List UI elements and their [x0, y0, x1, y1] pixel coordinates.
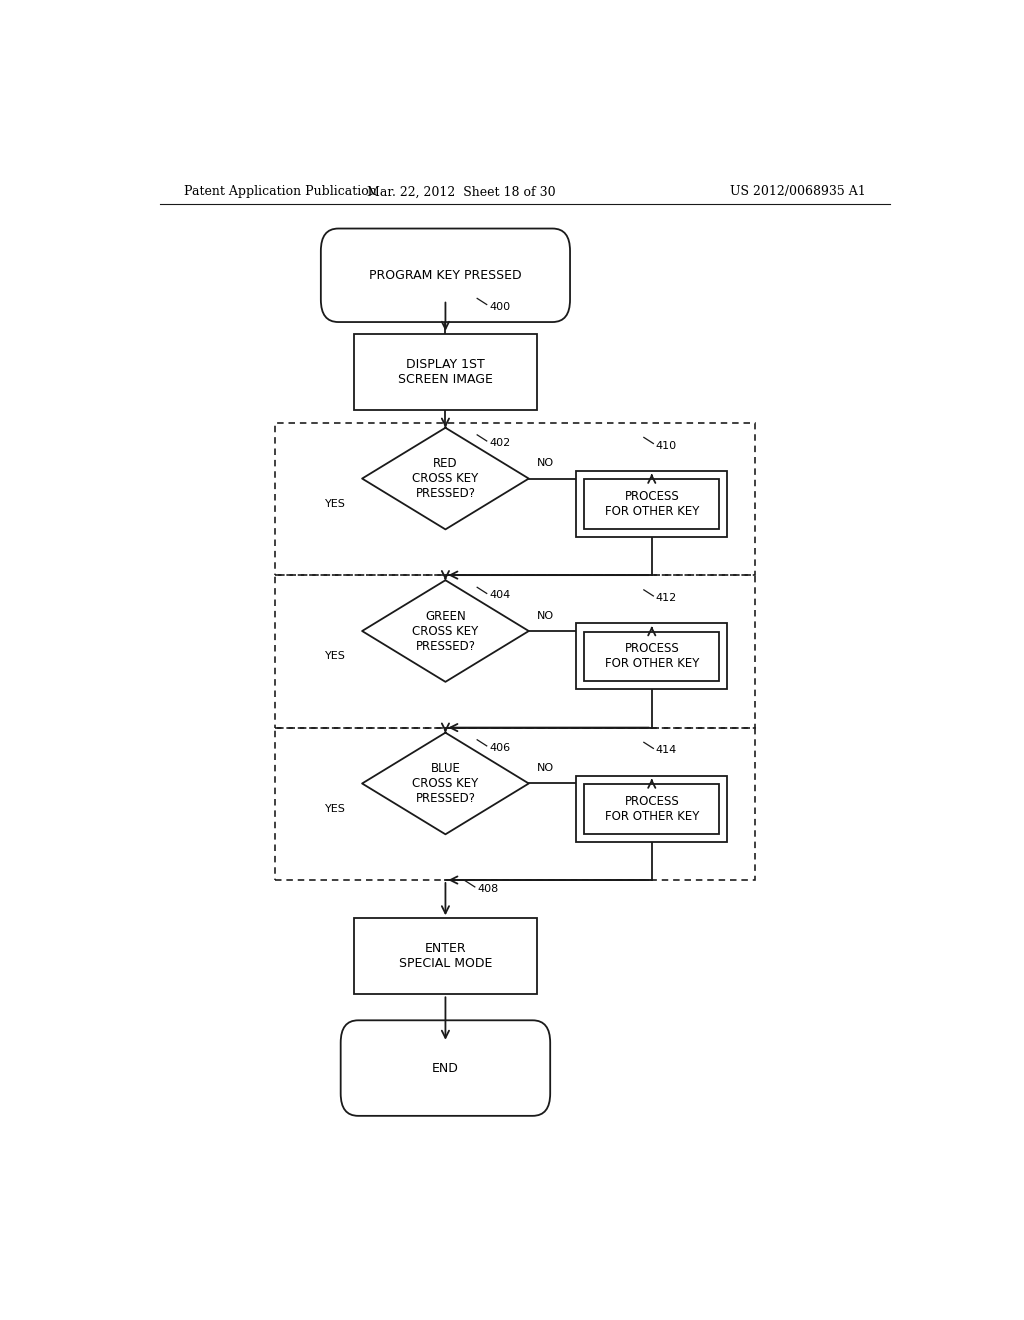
Text: 414: 414: [655, 746, 677, 755]
Bar: [577, 471, 727, 537]
Text: YES: YES: [326, 804, 346, 814]
Bar: [354, 334, 537, 411]
Text: DISPLAY 1ST
SCREEN IMAGE: DISPLAY 1ST SCREEN IMAGE: [398, 358, 493, 385]
Text: 402: 402: [489, 438, 510, 447]
Text: NO: NO: [537, 458, 554, 469]
Text: NO: NO: [537, 763, 554, 774]
Text: 406: 406: [489, 743, 510, 752]
Text: PROCESS
FOR OTHER KEY: PROCESS FOR OTHER KEY: [604, 795, 699, 822]
Bar: [274, 422, 755, 576]
Text: 400: 400: [489, 301, 510, 312]
Text: PROCESS
FOR OTHER KEY: PROCESS FOR OTHER KEY: [604, 643, 699, 671]
Text: ENTER
SPECIAL MODE: ENTER SPECIAL MODE: [398, 942, 493, 970]
Text: PROCESS
FOR OTHER KEY: PROCESS FOR OTHER KEY: [604, 490, 699, 517]
Text: YES: YES: [326, 499, 346, 510]
Text: Patent Application Publication: Patent Application Publication: [183, 185, 376, 198]
Text: US 2012/0068935 A1: US 2012/0068935 A1: [730, 185, 866, 198]
Text: 404: 404: [489, 590, 510, 601]
Bar: [585, 631, 719, 681]
Text: NO: NO: [537, 611, 554, 620]
Text: FIG.18: FIG.18: [408, 227, 483, 249]
Text: Mar. 22, 2012  Sheet 18 of 30: Mar. 22, 2012 Sheet 18 of 30: [367, 185, 556, 198]
Text: 408: 408: [477, 884, 499, 894]
Bar: [585, 784, 719, 834]
Text: YES: YES: [326, 652, 346, 661]
Text: PROGRAM KEY PRESSED: PROGRAM KEY PRESSED: [369, 269, 522, 281]
Text: RED
CROSS KEY
PRESSED?: RED CROSS KEY PRESSED?: [413, 457, 478, 500]
Text: GREEN
CROSS KEY
PRESSED?: GREEN CROSS KEY PRESSED?: [413, 610, 478, 652]
Bar: [585, 479, 719, 529]
Bar: [354, 919, 537, 994]
Text: BLUE
CROSS KEY
PRESSED?: BLUE CROSS KEY PRESSED?: [413, 762, 478, 805]
Bar: [274, 576, 755, 727]
Bar: [577, 623, 727, 689]
FancyBboxPatch shape: [341, 1020, 550, 1115]
Text: END: END: [432, 1061, 459, 1074]
FancyBboxPatch shape: [321, 228, 570, 322]
Text: 410: 410: [655, 441, 677, 450]
Bar: [274, 727, 755, 880]
Bar: [577, 776, 727, 842]
Text: 412: 412: [655, 593, 677, 603]
